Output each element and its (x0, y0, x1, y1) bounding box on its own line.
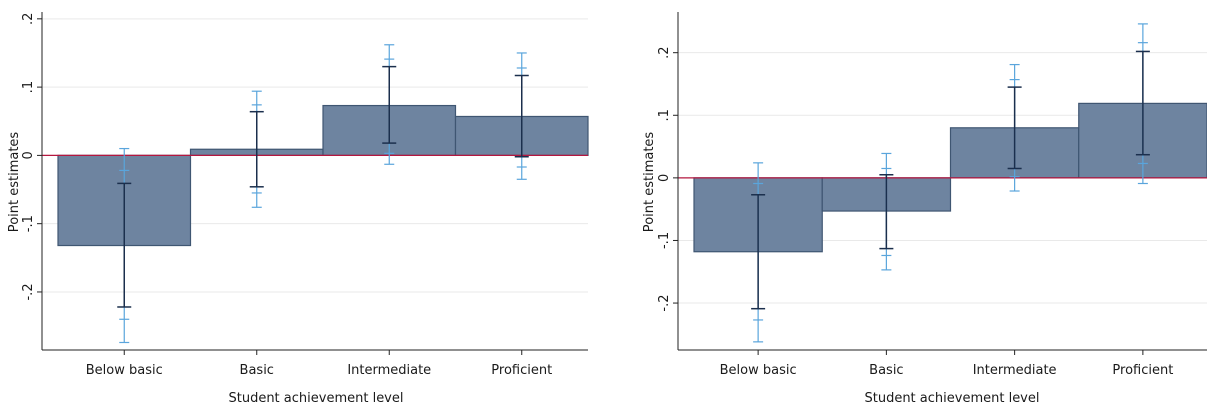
right-chart-panel: Point estimates Student achievement leve… (642, 12, 1207, 405)
right-chart-y-tick-label: .2 (657, 46, 672, 58)
right-chart-y-tick-label: -.1 (657, 232, 672, 249)
left-chart-x-tick-label: Below basic (86, 363, 163, 378)
left-chart-x-tick-label: Proficient (491, 363, 552, 378)
left-chart-y-tick-label: -.2 (21, 283, 36, 300)
right-chart-x-tick-label: Below basic (720, 363, 797, 378)
right-chart-y-tick-label: .1 (657, 109, 672, 121)
left-chart-y-tick-label: .1 (21, 81, 36, 93)
right-chart-y-tick-label: -.2 (657, 295, 672, 312)
right-chart-x-tick-label: Proficient (1112, 363, 1173, 378)
left-chart-x-tick-label: Intermediate (347, 363, 431, 378)
right-chart-xlabel: Student achievement level (864, 391, 1039, 405)
left-chart-x-tick-label: Basic (240, 363, 274, 378)
left-chart-y-tick-label: -.1 (21, 215, 36, 232)
right-chart-ylabel: Point estimates (642, 132, 657, 233)
left-chart-ylabel: Point estimates (7, 132, 22, 233)
left-chart-y-tick-label: .2 (21, 13, 36, 25)
right-chart-y-tick-label: 0 (657, 174, 672, 182)
right-chart-x-tick-label: Basic (869, 363, 903, 378)
left-chart-panel: Point estimates Student achievement leve… (7, 12, 589, 405)
left-chart-xlabel: Student achievement level (228, 391, 403, 405)
right-chart-x-tick-label: Intermediate (973, 363, 1057, 378)
left-chart-y-tick-label: 0 (21, 151, 36, 159)
